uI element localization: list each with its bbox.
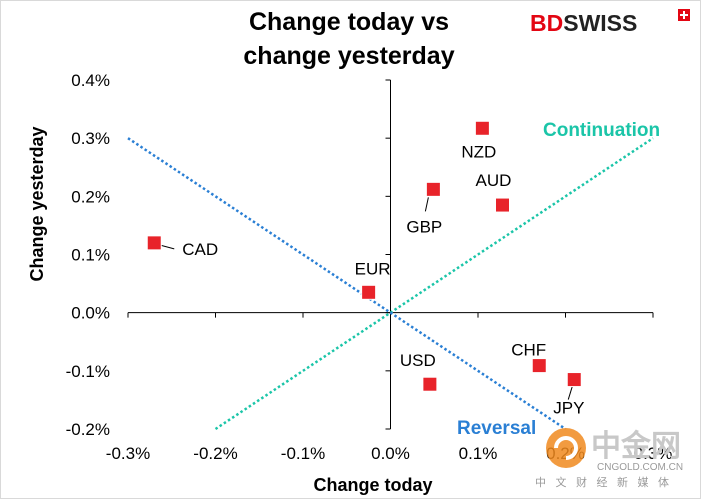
point-marker-cad [146,235,162,251]
point-marker-nzd [474,120,490,136]
axes: -0.3% -0.2% -0.1% 0.0% 0.1% 0.2% 0.3% -0.2% -0.1… [66,71,673,463]
point-marker-chf [531,358,547,374]
swiss-flag-icon [678,9,690,21]
chart-title-line2: change yesterday [243,42,454,70]
brand-logo: BDSWISS [530,9,690,36]
y-tick-label: 0.3% [71,129,110,148]
watermark-logo-icon [546,428,586,468]
point-leader-jpy [567,386,573,400]
x-tick-label: -0.2% [193,444,237,463]
watermark: 中金网 CNGOLD.COM.CN 中 文 财 经 新 媒 体 [535,428,683,489]
point-label-gbp: GBP [406,217,442,236]
point-label-eur: EUR [355,259,391,278]
x-tick-label: -0.1% [281,444,325,463]
x-axis-title: Change today [313,475,432,495]
point-marker-gbp [425,181,441,197]
y-tick-label: 0.4% [71,71,110,90]
reversal-label: Reversal [457,418,536,439]
point-label-usd: USD [400,351,436,370]
watermark-domain: CNGOLD.COM.CN [597,462,683,473]
x-tick-label: 0.1% [459,444,498,463]
y-tick-label: 0.1% [71,246,110,265]
guide-lines: Continuation Reversal [127,120,660,439]
svg-text:BDSWISS: BDSWISS [530,10,637,36]
watermark-logo-text: 中金网 [591,429,681,464]
brand-name-bd: BD [530,10,563,36]
y-tick-label: 0.2% [71,187,110,206]
data-points: NZD GBP AUD CAD EUR CHF USD JPY [146,120,584,418]
y-axis-title: Change yesterday [27,126,47,281]
y-tick-label: 0.0% [71,304,110,323]
watermark-tagline: 中 文 财 经 新 媒 体 [535,475,672,489]
y-tick-label: -0.1% [66,362,110,381]
y-tick-label: -0.2% [66,420,110,439]
x-tick-label: 0.3% [634,444,673,463]
point-leader-gbp [424,197,429,212]
point-label-jpy: JPY [553,399,584,418]
x-tick-label: -0.3% [106,444,150,463]
point-marker-aud [495,197,510,213]
chart-title-line1: Change today vs [249,8,449,36]
point-label-chf: CHF [511,341,546,360]
point-marker-jpy [566,372,582,388]
point-label-cad: CAD [182,240,218,259]
point-marker-usd [422,376,438,392]
point-marker-eur [361,284,377,300]
brand-name-swiss: SWISS [563,10,637,36]
point-label-nzd: NZD [461,142,496,161]
x-tick-label: 0.0% [371,444,410,463]
point-label-aud: AUD [476,171,512,190]
continuation-label: Continuation [543,120,660,141]
